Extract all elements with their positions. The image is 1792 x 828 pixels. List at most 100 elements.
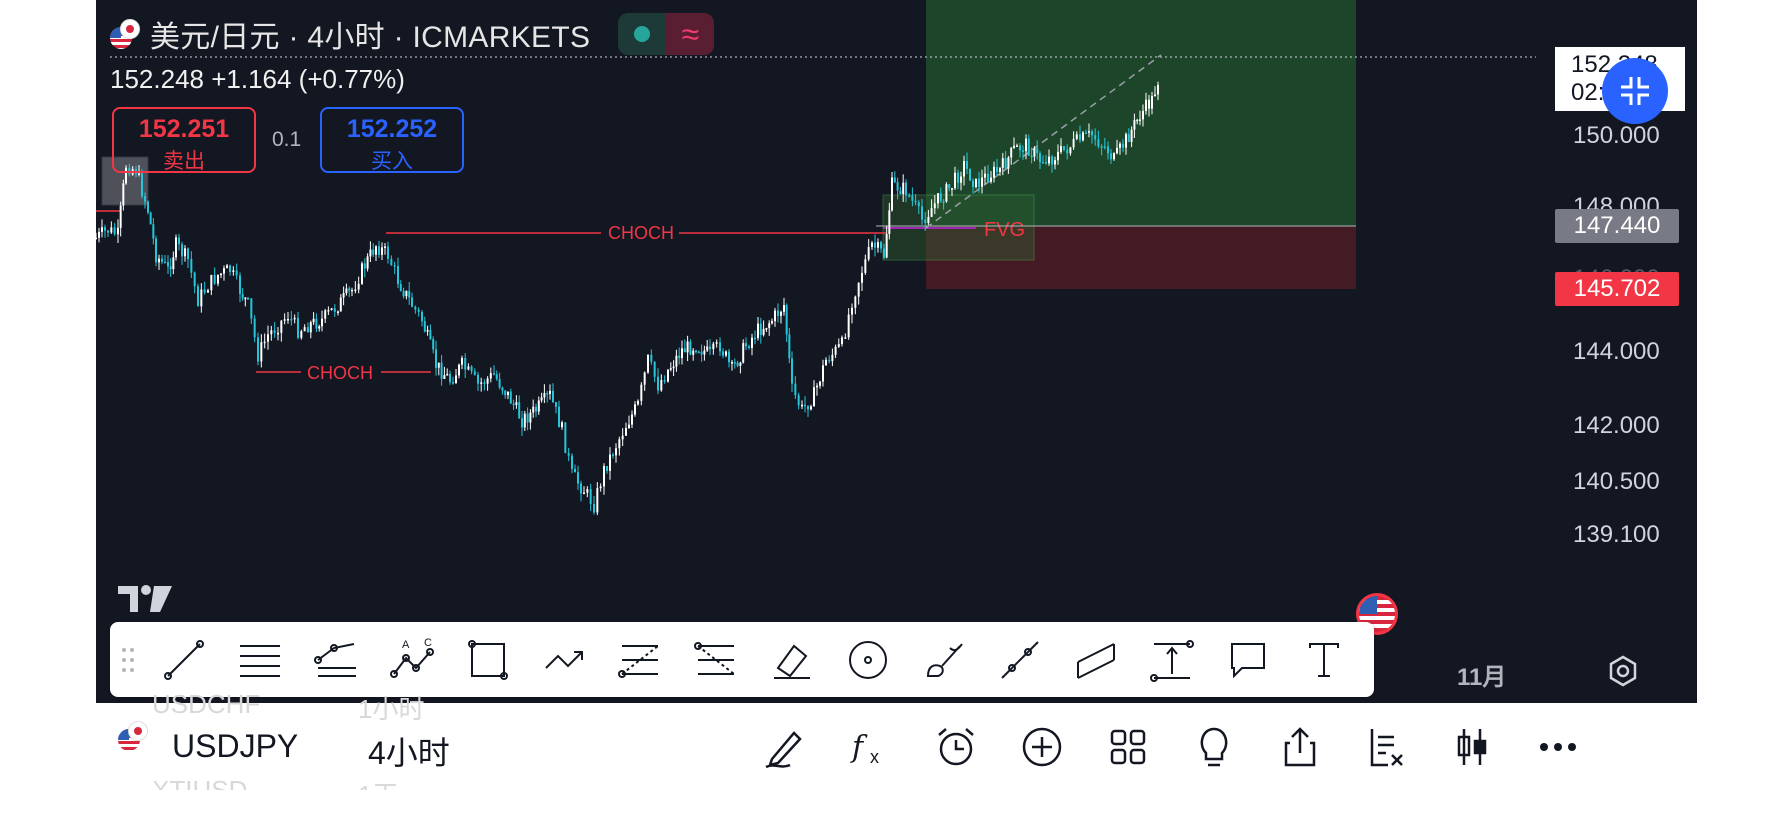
interval-selector[interactable]: 4小时 (368, 735, 450, 771)
path-icon[interactable] (526, 622, 602, 697)
candle-body (1097, 139, 1100, 147)
candle-body (378, 246, 380, 255)
price-chart[interactable]: FVG CHOCH CHOCH 美元/日元 · 4小时 · ICMARKETS (96, 0, 1697, 703)
ghost-symbol-bottom: XTIUSD (152, 775, 248, 790)
ideas-bulb-icon[interactable] (1186, 719, 1242, 775)
candle-body (703, 350, 706, 355)
event-flag-icon[interactable] (1356, 593, 1398, 635)
candle-body (628, 424, 630, 428)
candle-body (467, 366, 470, 370)
candle-body (470, 366, 473, 372)
text-icon[interactable] (1286, 622, 1362, 697)
chart-canvas[interactable]: FVG CHOCH CHOCH (96, 0, 1697, 703)
candle-body (745, 343, 747, 347)
callout-icon[interactable] (1210, 622, 1286, 697)
candle-body (813, 387, 815, 407)
candle-body (1010, 147, 1013, 158)
add-icon[interactable] (1014, 719, 1070, 775)
trend-line-icon[interactable] (146, 622, 222, 697)
svg-text:f: f (850, 730, 868, 765)
candle-body (1094, 135, 1097, 140)
candle-body (300, 331, 303, 338)
sell-button[interactable]: 152.251 卖出 (112, 107, 256, 173)
candle-body (564, 422, 567, 453)
settings-icon[interactable] (1605, 653, 1641, 689)
candle-body (914, 200, 917, 203)
fib-retracement-icon[interactable] (602, 622, 678, 697)
candle-body (229, 265, 231, 272)
candle-body (574, 468, 576, 473)
candle-body (1151, 95, 1153, 109)
candle-body (354, 289, 357, 292)
candle-body (996, 166, 998, 173)
buy-button[interactable]: 152.252 买入 (320, 107, 464, 173)
usd-jpy-flag-icon (110, 19, 140, 49)
candle-body (244, 297, 247, 300)
symbol-header[interactable]: 美元/日元 · 4小时 · ICMARKETS ≈ (110, 13, 715, 55)
candle-body (1051, 156, 1053, 165)
candle-body (483, 382, 486, 384)
bar-replay-icon[interactable] (1358, 719, 1414, 775)
svg-text:C: C (424, 638, 432, 649)
highlighter-icon[interactable] (754, 622, 830, 697)
circle-icon[interactable] (830, 622, 906, 697)
candle-body (797, 395, 800, 406)
candle-body (785, 305, 788, 335)
candle-body (1036, 148, 1039, 154)
grip-icon[interactable] (110, 622, 146, 697)
candle-body (1130, 129, 1133, 142)
candle-body (791, 358, 793, 384)
candle-body (634, 404, 636, 415)
candle-body (1091, 131, 1093, 136)
long-position-icon[interactable] (1134, 622, 1210, 697)
rectangle-icon[interactable] (450, 622, 526, 697)
candle-body (397, 265, 399, 285)
symbol-title[interactable]: 美元/日元 · 4小时 · ICMARKETS (150, 21, 591, 54)
candle-body (762, 328, 765, 335)
candle-body (960, 176, 962, 183)
candle-body (788, 334, 791, 359)
candle-body (1045, 162, 1047, 164)
candle-body (432, 339, 435, 350)
alarm-icon[interactable] (928, 719, 984, 775)
symbol-selector[interactable]: USDJPY (172, 728, 299, 764)
candle-body (1148, 99, 1150, 109)
layout-grid-icon[interactable] (1100, 719, 1156, 775)
candle-body (504, 390, 507, 396)
candle-body (207, 290, 209, 293)
share-icon[interactable] (1272, 719, 1328, 775)
candle-body (942, 201, 945, 203)
horizontal-lines-icon[interactable] (222, 622, 298, 697)
candle-body (260, 342, 263, 362)
pencil-icon[interactable] (756, 719, 812, 775)
candle-body (653, 361, 656, 377)
candle-body (144, 196, 146, 202)
candle-body (783, 305, 785, 312)
projection-line-icon[interactable] (982, 622, 1058, 697)
pitchfork-icon[interactable] (298, 622, 374, 697)
order-quantity[interactable]: 0.1 (272, 128, 302, 151)
candle-body (854, 296, 857, 308)
collapse-button[interactable] (1602, 58, 1668, 124)
candle-body (446, 373, 449, 376)
market-status-pill[interactable]: ≈ (618, 13, 715, 55)
candle-body (893, 177, 896, 183)
candle-body (987, 173, 989, 182)
more-icon[interactable] (1530, 719, 1586, 775)
candle-body (309, 322, 312, 333)
candle-body (125, 167, 127, 184)
candle-settings-icon[interactable] (1444, 719, 1500, 775)
candle-body (315, 318, 318, 329)
candle-body (178, 237, 180, 245)
parallel-channel-icon[interactable] (1058, 622, 1134, 697)
candle-body (774, 310, 776, 322)
candle-body (187, 248, 189, 260)
candle-body (621, 435, 624, 440)
fib-extension-icon[interactable] (678, 622, 754, 697)
brush-icon[interactable] (906, 622, 982, 697)
candle-body (452, 382, 454, 384)
candle-body (861, 272, 863, 283)
candle-body (951, 188, 953, 190)
